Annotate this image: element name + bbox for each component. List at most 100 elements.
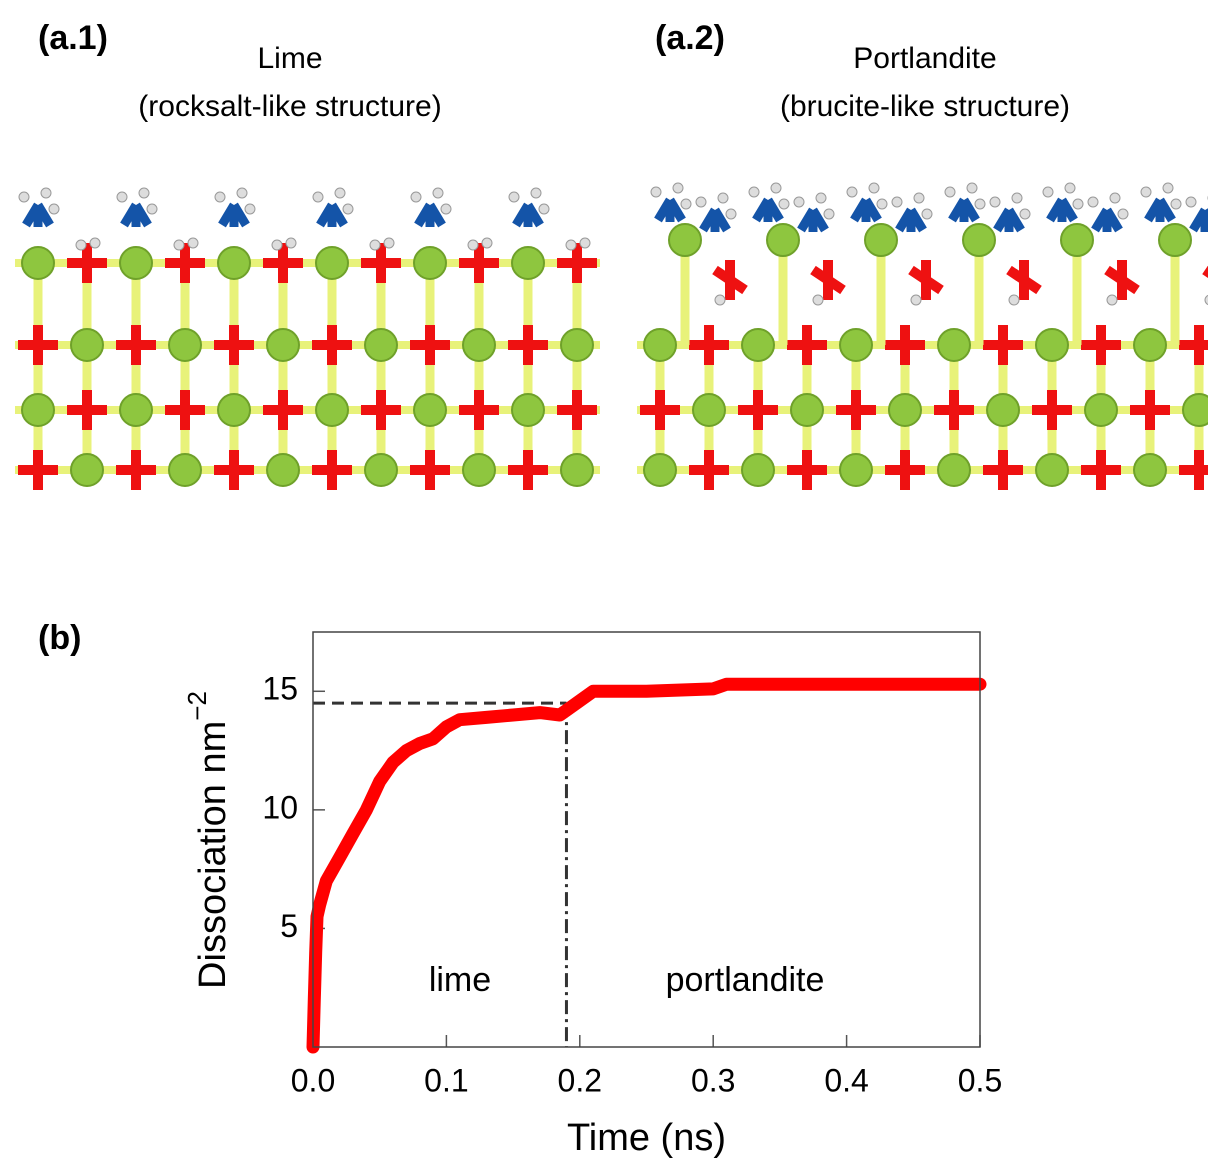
h-atom	[48, 203, 60, 215]
x-tick-label: 0.1	[424, 1062, 468, 1098]
ca-atom	[266, 453, 300, 487]
h-atom	[1109, 192, 1121, 204]
ca-atom	[1182, 393, 1208, 427]
structure	[637, 182, 1208, 490]
h-atom	[40, 187, 52, 199]
chart: 0.0 0.1 0.2 0.3 0.4 0.5 5 10 15 lime portlandite Ti…	[182, 631, 1002, 1159]
ca-atom	[937, 453, 971, 487]
h-atom	[815, 192, 827, 204]
y-tick-label: 15	[262, 671, 298, 707]
ca-atom	[986, 393, 1020, 427]
h-atom	[1106, 294, 1118, 306]
ca-atom	[1060, 223, 1094, 257]
h-atom	[75, 239, 87, 251]
ca-atom	[21, 246, 55, 280]
ca-atom	[70, 453, 104, 487]
panel-title: Lime	[257, 42, 322, 75]
ca-atom	[119, 393, 153, 427]
h-atom	[410, 191, 422, 203]
panel-subtitle: (brucite-like structure)	[780, 90, 1070, 123]
h-atom	[530, 187, 542, 199]
h-atom	[725, 208, 737, 220]
h-atom	[714, 294, 726, 306]
h-atom	[508, 191, 520, 203]
h-atom	[717, 192, 729, 204]
h-atom	[467, 239, 479, 251]
y-tick-label: 10	[262, 789, 298, 825]
ca-atom	[119, 246, 153, 280]
ca-atom	[364, 328, 398, 362]
y-axis-label-exponent: −2	[182, 691, 212, 721]
h-atom	[1087, 196, 1099, 208]
h-atom	[146, 203, 158, 215]
ca-atom	[839, 453, 873, 487]
y-axis-label: Dissociation nm−2	[182, 691, 234, 989]
h-atom	[1185, 196, 1197, 208]
x-tick-label: 0.5	[958, 1062, 1002, 1098]
ca-atom	[217, 246, 251, 280]
h-atom	[672, 182, 684, 194]
ca-atom	[1035, 453, 1069, 487]
x-tick-label: 0.4	[824, 1062, 868, 1098]
ca-atom	[168, 453, 202, 487]
h-atom	[312, 191, 324, 203]
h-atom	[116, 191, 128, 203]
ca-atom	[741, 453, 775, 487]
h-atom	[974, 198, 986, 210]
h-atom	[89, 237, 101, 249]
data-line	[306, 677, 987, 1054]
ca-atom	[1035, 328, 1069, 362]
ca-atom	[864, 223, 898, 257]
ca-atom	[643, 328, 677, 362]
h-atom	[868, 182, 880, 194]
h-atom	[913, 192, 925, 204]
h-atom	[440, 203, 452, 215]
h-atom	[1204, 294, 1208, 306]
y-axis-label-text: Dissociation nm	[192, 721, 234, 989]
h-atom	[921, 208, 933, 220]
x-tick-label: 0.0	[291, 1062, 335, 1098]
panel-label: (b)	[38, 619, 81, 657]
h-atom	[1117, 208, 1129, 220]
h-atom	[1064, 182, 1076, 194]
h-atom	[138, 187, 150, 199]
ca-atom	[766, 223, 800, 257]
h-atom	[1140, 186, 1152, 198]
h-atom	[285, 237, 297, 249]
ca-atom	[21, 393, 55, 427]
h-atom	[812, 294, 824, 306]
h-atom	[695, 196, 707, 208]
h-atom	[966, 182, 978, 194]
h-atom	[944, 186, 956, 198]
ca-atom	[1084, 393, 1118, 427]
structure	[15, 187, 600, 490]
molecular-structures	[15, 182, 1208, 490]
ca-atom	[462, 328, 496, 362]
x-axis-label: Time (ns)	[567, 1117, 726, 1159]
h-atom	[1008, 294, 1020, 306]
panel-label: (a.1)	[38, 19, 108, 57]
h-atom	[770, 182, 782, 194]
h-atom	[481, 237, 493, 249]
ca-atom	[413, 393, 447, 427]
ca-atom	[962, 223, 996, 257]
panel-label: (a.2)	[655, 19, 725, 57]
h-atom	[244, 203, 256, 215]
h-atom	[565, 239, 577, 251]
ca-atom	[511, 246, 545, 280]
ca-atom	[839, 328, 873, 362]
h-atom	[793, 196, 805, 208]
h-atom	[342, 203, 354, 215]
h-atom	[650, 186, 662, 198]
h-atom	[369, 239, 381, 251]
h-atom	[891, 196, 903, 208]
h-atom	[910, 294, 922, 306]
h-atom	[846, 186, 858, 198]
ca-atom	[462, 453, 496, 487]
h-atom	[1170, 198, 1182, 210]
ca-atom	[315, 393, 349, 427]
h-atom	[579, 237, 591, 249]
h-atom	[823, 208, 835, 220]
h-atom	[748, 186, 760, 198]
x-tick-label: 0.2	[558, 1062, 602, 1098]
